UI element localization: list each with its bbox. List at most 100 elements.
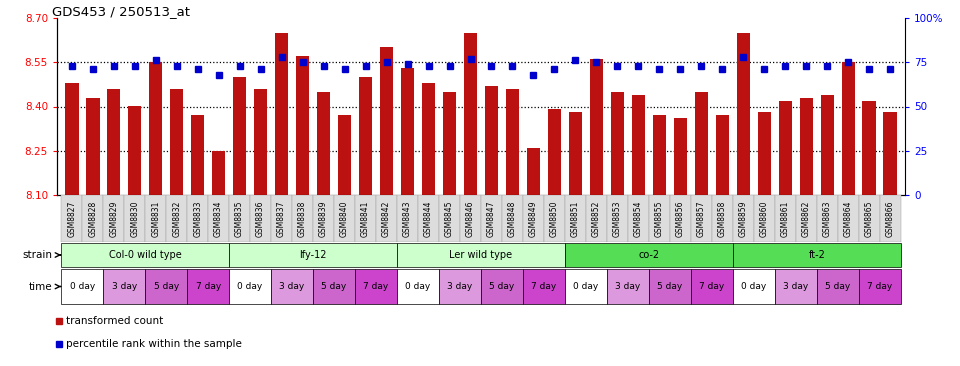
Bar <box>229 195 251 242</box>
Text: GSM8855: GSM8855 <box>655 200 664 237</box>
Bar <box>568 112 583 195</box>
Text: 7 day: 7 day <box>196 282 221 291</box>
Bar <box>439 269 481 304</box>
Text: GSM8828: GSM8828 <box>88 200 97 237</box>
Bar <box>879 195 900 242</box>
Bar <box>821 95 834 195</box>
Bar <box>653 115 666 195</box>
Text: Ler wild type: Ler wild type <box>449 250 513 260</box>
Text: 7 day: 7 day <box>867 282 893 291</box>
Bar <box>775 269 817 304</box>
Bar <box>275 33 288 195</box>
Bar <box>313 269 355 304</box>
Bar <box>421 83 435 195</box>
Bar <box>523 269 565 304</box>
Text: GSM8843: GSM8843 <box>403 200 412 237</box>
Text: GSM8850: GSM8850 <box>550 200 559 237</box>
Text: GSM8837: GSM8837 <box>277 200 286 237</box>
Bar <box>149 62 162 195</box>
Bar <box>674 118 687 195</box>
Bar <box>775 195 796 242</box>
Text: 5 day: 5 day <box>658 282 683 291</box>
Bar <box>397 243 565 268</box>
Text: GSM8840: GSM8840 <box>340 200 349 237</box>
Bar <box>418 195 439 242</box>
Text: GSM8835: GSM8835 <box>235 200 244 237</box>
Text: 3 day: 3 day <box>279 282 304 291</box>
Bar <box>128 107 141 195</box>
Text: 7 day: 7 day <box>364 282 389 291</box>
Bar <box>439 195 460 242</box>
Bar <box>859 195 879 242</box>
Bar <box>754 195 775 242</box>
Bar <box>732 269 775 304</box>
Bar <box>400 68 415 195</box>
Bar <box>145 269 187 304</box>
Text: GSM8851: GSM8851 <box>571 200 580 237</box>
Text: 0 day: 0 day <box>573 282 599 291</box>
Bar <box>317 92 330 195</box>
Text: transformed count: transformed count <box>66 316 163 326</box>
Bar <box>565 243 732 268</box>
Bar <box>103 269 145 304</box>
Bar <box>271 195 292 242</box>
Bar <box>212 151 226 195</box>
Bar <box>103 195 124 242</box>
Bar <box>547 109 562 195</box>
Text: GSM8847: GSM8847 <box>487 200 496 237</box>
Text: GSM8852: GSM8852 <box>592 200 601 237</box>
Text: 3 day: 3 day <box>783 282 808 291</box>
Bar <box>712 195 732 242</box>
Bar <box>611 92 624 195</box>
Bar <box>229 269 271 304</box>
Text: GSM8842: GSM8842 <box>382 200 391 237</box>
Text: GSM8859: GSM8859 <box>739 200 748 237</box>
Text: GSM8841: GSM8841 <box>361 200 370 237</box>
Bar <box>296 56 309 195</box>
Bar <box>253 89 268 195</box>
Text: 0 day: 0 day <box>237 282 263 291</box>
Text: GSM8865: GSM8865 <box>865 200 874 237</box>
Text: GSM8827: GSM8827 <box>67 200 76 237</box>
Text: GSM8860: GSM8860 <box>760 200 769 237</box>
Text: GSM8832: GSM8832 <box>172 200 181 237</box>
Bar <box>107 89 121 195</box>
Text: GSM8864: GSM8864 <box>844 200 852 237</box>
Bar <box>376 195 397 242</box>
Bar <box>251 195 271 242</box>
Text: GSM8833: GSM8833 <box>193 200 203 237</box>
Text: 7 day: 7 day <box>699 282 725 291</box>
Bar <box>61 195 83 242</box>
Bar <box>313 195 334 242</box>
Bar <box>649 269 691 304</box>
Bar <box>565 269 607 304</box>
Bar <box>838 195 859 242</box>
Bar <box>859 269 900 304</box>
Bar <box>691 269 732 304</box>
Bar <box>544 195 565 242</box>
Text: 3 day: 3 day <box>111 282 136 291</box>
Bar <box>670 195 691 242</box>
Text: GSM8863: GSM8863 <box>823 200 831 237</box>
Bar <box>229 243 397 268</box>
Bar <box>632 95 645 195</box>
Text: GSM8839: GSM8839 <box>319 200 328 237</box>
Bar <box>817 195 838 242</box>
Text: GSM8856: GSM8856 <box>676 200 684 237</box>
Bar <box>232 77 247 195</box>
Text: GSM8849: GSM8849 <box>529 200 538 237</box>
Text: GDS453 / 250513_at: GDS453 / 250513_at <box>52 5 190 18</box>
Text: GSM8834: GSM8834 <box>214 200 223 237</box>
Text: strain: strain <box>22 250 52 260</box>
Bar <box>695 92 708 195</box>
Bar <box>607 195 628 242</box>
Bar <box>187 195 208 242</box>
Bar <box>334 195 355 242</box>
Text: GSM8861: GSM8861 <box>780 200 790 237</box>
Bar <box>359 77 372 195</box>
Text: lfy-12: lfy-12 <box>300 250 326 260</box>
Bar <box>355 195 376 242</box>
Text: GSM8866: GSM8866 <box>886 200 895 237</box>
Text: 5 day: 5 day <box>322 282 347 291</box>
Bar <box>649 195 670 242</box>
